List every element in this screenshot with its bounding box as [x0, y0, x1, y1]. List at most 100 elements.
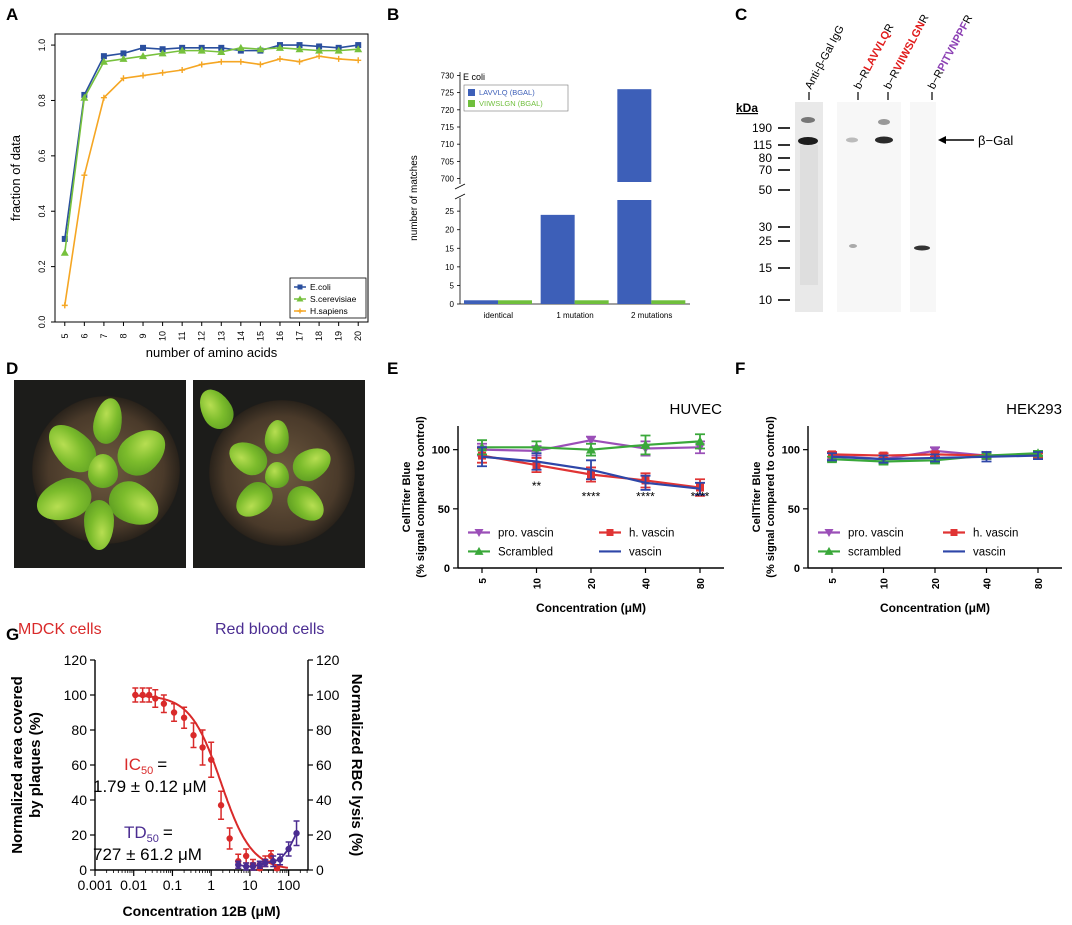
significance-mark: **** — [636, 490, 655, 504]
data-point — [120, 50, 127, 57]
y-axis-label: fraction of data — [8, 134, 23, 221]
ic50-text: IC — [124, 755, 141, 774]
y-tick-label: 0.8 — [37, 94, 47, 107]
bar — [617, 89, 652, 182]
legend-label: vascin — [973, 546, 1006, 558]
marker-label: 115 — [753, 138, 772, 152]
y-tick-label: 100 — [64, 687, 88, 703]
td50-sub: 50 — [147, 833, 159, 845]
x-tick-label: 10 — [533, 578, 544, 590]
data-point — [297, 308, 303, 314]
series-line — [63, 47, 359, 253]
error-bar — [477, 446, 487, 468]
data-point — [236, 43, 245, 51]
chart-title: HEK293 — [1006, 401, 1062, 418]
chart-title: HUVEC — [669, 401, 722, 418]
y-tick-label: 730 — [441, 71, 455, 80]
leaf — [265, 462, 289, 488]
x-tick-label: identical — [484, 311, 514, 320]
y-tick-label: 0 — [450, 300, 455, 309]
y-axis-label-line2: by plaques (%) — [27, 712, 44, 818]
data-point — [295, 45, 304, 53]
data-point — [354, 45, 363, 53]
y-tick-label: 710 — [441, 140, 455, 149]
bar — [617, 200, 652, 304]
lane-peptide: LAVVLQ — [862, 29, 893, 74]
marker-label: 25 — [759, 234, 773, 248]
panel-label-e: E — [387, 359, 398, 378]
x-tick-label: 6 — [79, 333, 89, 338]
series-RBC — [235, 820, 300, 871]
x-axis-label: Concentration (μM) — [536, 601, 646, 615]
x-tick-label: 20 — [587, 578, 598, 590]
data-point — [60, 248, 69, 256]
series-line — [481, 455, 701, 490]
blot-smear — [800, 145, 818, 285]
blot-band — [849, 244, 857, 248]
x-tick-label: 11 — [177, 331, 187, 340]
y-tick-label: 20 — [445, 226, 454, 235]
y-tick-label: 25 — [445, 207, 454, 216]
chart-e: 0 50 100 5 10 20 40 80 Concentration (μM) CellTit… — [401, 401, 724, 615]
series-line — [63, 55, 359, 306]
y-tick-label: 120 — [64, 652, 88, 668]
ic50-value: 1.79 ± 0.12 μM — [93, 777, 207, 796]
x-tick-label: 19 — [334, 331, 344, 341]
data-point — [217, 802, 225, 809]
y-tick-label-right: 20 — [316, 827, 332, 843]
x-axis-label: number of amino acids — [146, 345, 278, 360]
legend-label: vascin — [629, 546, 662, 558]
data-point — [218, 58, 225, 65]
marker-label: 10 — [759, 293, 773, 307]
right-title: Red blood cells — [215, 621, 324, 638]
significance-mark: **** — [582, 490, 601, 504]
x-tick-label: 5 — [478, 578, 489, 584]
marker-label: 15 — [759, 261, 773, 275]
data-point — [824, 546, 834, 555]
td50-text: TD — [124, 823, 147, 842]
y-axis-label-right: Normalized RBC lysis (%) — [348, 674, 365, 857]
ic50-sub: 50 — [141, 765, 153, 777]
chart-g: MDCK cells Red blood cells 0 0 20 20 40 40 60 60 8… — [9, 621, 365, 919]
data-point — [257, 61, 264, 68]
data-point — [235, 861, 242, 868]
data-point — [179, 67, 186, 73]
td50-eq: = — [163, 823, 173, 842]
ic50-eq: = — [157, 755, 167, 774]
blot-band — [846, 137, 858, 143]
data-point — [100, 94, 107, 101]
x-tick-label: 13 — [216, 331, 226, 341]
x-tick-label: 14 — [236, 331, 246, 341]
data-point — [145, 691, 153, 699]
band-arrow-head — [938, 136, 946, 144]
legend-label: h. vascin — [629, 528, 674, 540]
axis-break-mark — [454, 183, 466, 200]
x-tick-label: 10 — [880, 578, 891, 590]
blot-lane — [910, 102, 936, 312]
data-point — [198, 61, 205, 68]
y-axis-label: CellTiter Blue — [751, 462, 763, 533]
marker-label: 80 — [759, 151, 773, 165]
data-point — [237, 58, 244, 65]
marker-label: 30 — [759, 220, 773, 234]
y-axis-label: Normalized area covered — [9, 676, 26, 854]
data-point — [355, 42, 362, 49]
data-point — [276, 55, 283, 62]
bar — [498, 300, 532, 304]
data-point — [197, 46, 206, 54]
legend-label: h. vascin — [973, 528, 1018, 540]
data-point — [315, 46, 324, 54]
y-tick-label: 725 — [441, 89, 455, 98]
legend-label: S.cerevisiae — [310, 294, 357, 304]
series-line — [831, 454, 1039, 461]
data-point — [270, 858, 277, 865]
y-tick-label: 15 — [445, 244, 454, 253]
blot-band — [878, 119, 890, 125]
lane-peptide: VIIWSLGN — [892, 20, 928, 74]
data-point — [293, 830, 300, 837]
panel-label-b: B — [387, 5, 399, 24]
marker-label: 50 — [759, 183, 773, 197]
bar — [540, 214, 575, 304]
data-point — [178, 46, 187, 54]
